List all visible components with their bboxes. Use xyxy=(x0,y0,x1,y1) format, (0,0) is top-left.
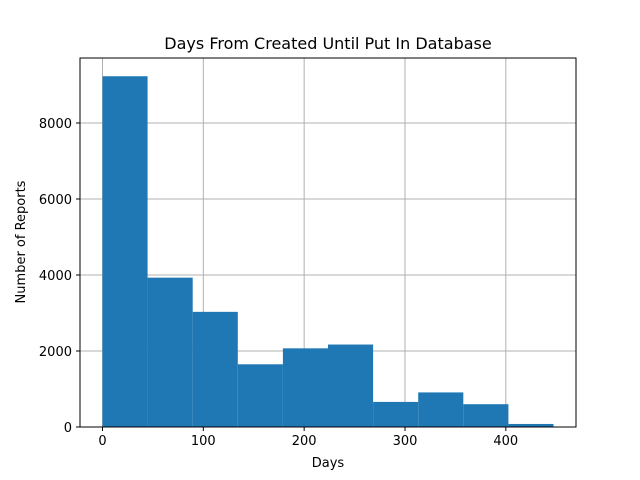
y-tick-label: 4000 xyxy=(39,269,72,284)
y-tick-label: 0 xyxy=(64,421,72,436)
x-tick-label: 0 xyxy=(98,434,106,449)
y-axis-label: Number of Reports xyxy=(14,180,29,303)
histogram-bar xyxy=(282,348,328,427)
histogram-bar xyxy=(373,401,419,427)
plot-frame xyxy=(79,57,577,428)
x-tick-label: 200 xyxy=(292,434,317,449)
histogram-bar xyxy=(508,423,554,427)
histogram-bar xyxy=(102,76,148,427)
chart-title: Days From Created Until Put In Database xyxy=(164,34,491,53)
y-axis-ticks: 0 2000 4000 6000 8000 xyxy=(39,117,80,436)
histogram-bar xyxy=(192,311,238,427)
histogram-bar xyxy=(463,404,509,427)
x-axis-ticks: 0 100 200 300 400 xyxy=(98,427,518,449)
x-tick-label: 400 xyxy=(493,434,518,449)
x-tick-label: 100 xyxy=(191,434,216,449)
y-tick-label: 6000 xyxy=(39,193,72,208)
histogram-bar xyxy=(147,277,193,427)
x-axis-label: Days xyxy=(312,456,345,471)
y-tick-label: 8000 xyxy=(39,117,72,132)
histogram-bar xyxy=(418,392,464,427)
y-tick-label: 2000 xyxy=(39,345,72,360)
histogram-bar xyxy=(328,344,374,427)
x-tick-label: 300 xyxy=(393,434,418,449)
histogram-bars xyxy=(102,76,554,427)
histogram-bar xyxy=(237,364,283,427)
